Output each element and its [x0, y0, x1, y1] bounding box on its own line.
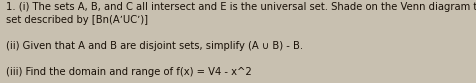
- Text: (iii) Find the domain and range of f(x) = V4 - x^2: (iii) Find the domain and range of f(x) …: [6, 67, 251, 77]
- Text: set described by [Bn(AʼUCʼ)]: set described by [Bn(AʼUCʼ)]: [6, 15, 148, 25]
- Text: (ii) Given that A and B are disjoint sets, simplify (A ∪ B) - B.: (ii) Given that A and B are disjoint set…: [6, 41, 303, 51]
- Text: 1. (i) The sets A, B, and C all intersect and E is the universal set. Shade on t: 1. (i) The sets A, B, and C all intersec…: [6, 2, 476, 12]
